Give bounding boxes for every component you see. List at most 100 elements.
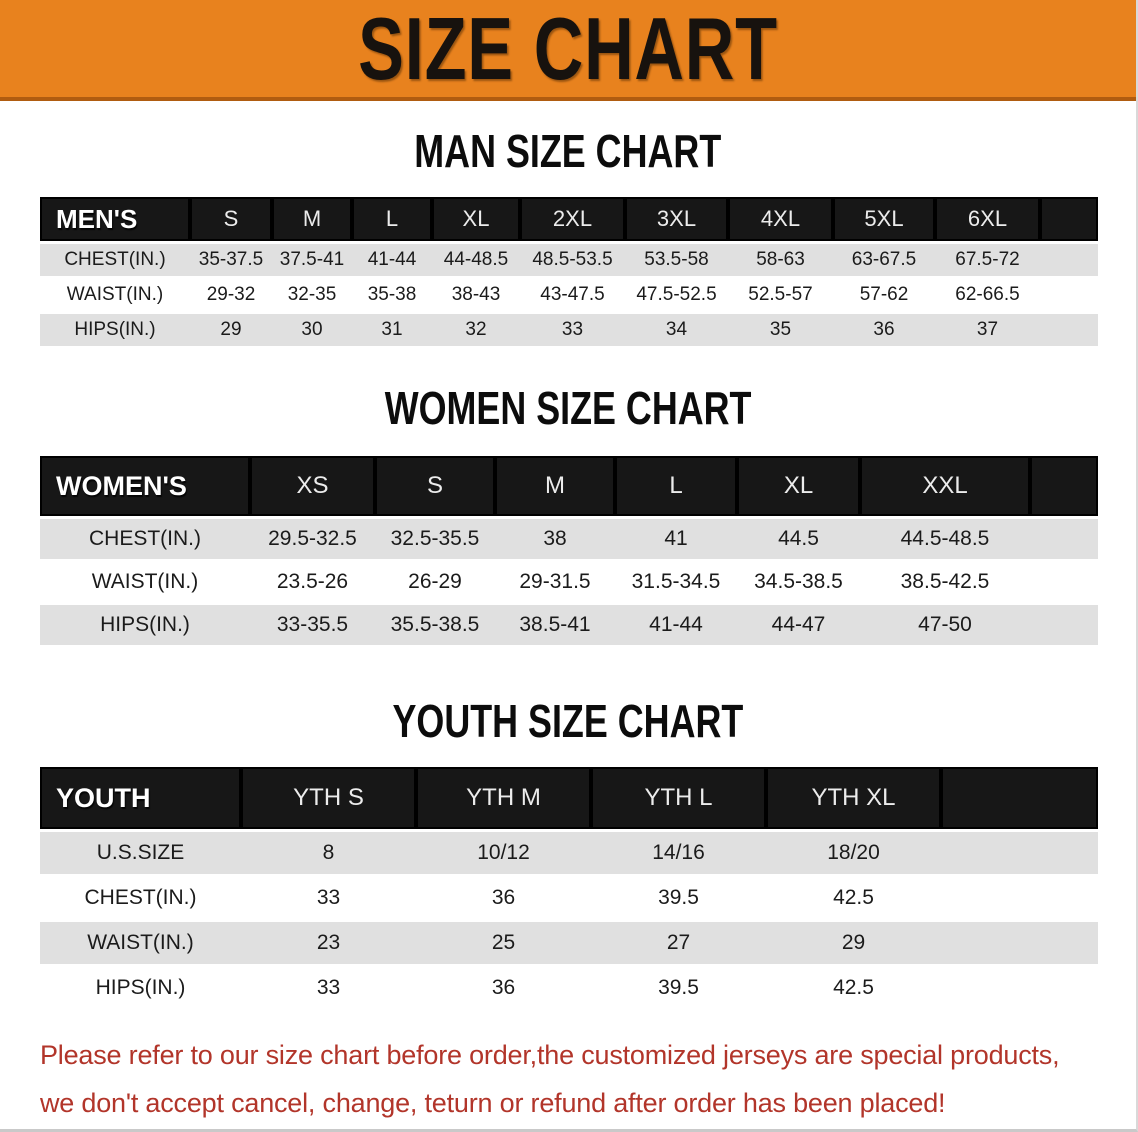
row-label: HIPS(IN.) bbox=[40, 964, 241, 1009]
size-cell: 58-63 bbox=[728, 241, 833, 278]
table-row: U.S.SIZE 8 10/12 14/16 18/20 bbox=[40, 829, 1098, 876]
size-cell: 18/20 bbox=[766, 829, 941, 876]
size-cell: 29.5-32.5 bbox=[250, 516, 375, 561]
row-spacer bbox=[941, 964, 1098, 1009]
size-cell: 53.5-58 bbox=[625, 241, 728, 278]
column-header: S bbox=[190, 197, 272, 243]
size-cell: 29 bbox=[766, 919, 941, 966]
disclaimer-line-2: we don't accept cancel, change, teturn o… bbox=[40, 1088, 946, 1118]
row-spacer bbox=[941, 874, 1098, 921]
column-header: L bbox=[615, 456, 737, 518]
table-row: HIPS(IN.) 29 30 31 32 33 34 35 36 37 bbox=[40, 311, 1098, 346]
size-cell: 42.5 bbox=[766, 964, 941, 1009]
men-size-table: MEN'S S M L XL 2XL 3XL 4XL 5XL 6XL CHEST(IN.) 35-37… bbox=[40, 197, 1098, 346]
size-cell: 25 bbox=[416, 919, 591, 966]
women-size-table: WOMEN'S XS S M L XL XXL CHEST(IN.) 29.5-32.5 32.5… bbox=[40, 456, 1098, 645]
header-spacer bbox=[1030, 456, 1098, 518]
size-cell: 36 bbox=[833, 311, 935, 346]
size-cell: 41-44 bbox=[615, 602, 737, 645]
size-cell: 48.5-53.5 bbox=[520, 241, 625, 278]
size-cell: 32-35 bbox=[272, 276, 352, 313]
men-section-heading: MAN SIZE CHART bbox=[0, 125, 1136, 177]
men-section-heading-text: MAN SIZE CHART bbox=[414, 125, 722, 177]
table-row: CHEST(IN.) 35-37.5 37.5-41 41-44 44-48.5 48.5… bbox=[40, 241, 1098, 278]
size-cell: 38 bbox=[495, 516, 615, 561]
column-header: S bbox=[375, 456, 495, 518]
size-cell: 27 bbox=[591, 919, 766, 966]
column-header: 6XL bbox=[935, 197, 1040, 243]
row-label: WAIST(IN.) bbox=[40, 919, 241, 966]
header-spacer bbox=[941, 767, 1098, 831]
table-row: CHEST(IN.) 33 36 39.5 42.5 bbox=[40, 874, 1098, 921]
size-cell: 23 bbox=[241, 919, 416, 966]
column-header: 3XL bbox=[625, 197, 728, 243]
size-cell: 35.5-38.5 bbox=[375, 602, 495, 645]
youth-section-heading: YOUTH SIZE CHART bbox=[0, 695, 1136, 747]
size-cell: 35-37.5 bbox=[190, 241, 272, 278]
size-cell: 10/12 bbox=[416, 829, 591, 876]
table-row: WAIST(IN.) 29-32 32-35 35-38 38-43 43-47.5 47.… bbox=[40, 276, 1098, 313]
size-cell: 62-66.5 bbox=[935, 276, 1040, 313]
women-section-heading: WOMEN SIZE CHART bbox=[0, 382, 1136, 434]
size-cell: 39.5 bbox=[591, 964, 766, 1009]
table-row: HIPS(IN.) 33-35.5 35.5-38.5 38.5-41 41-44 44-… bbox=[40, 602, 1098, 645]
row-spacer bbox=[1040, 241, 1098, 278]
size-cell: 36 bbox=[416, 874, 591, 921]
size-cell: 43-47.5 bbox=[520, 276, 625, 313]
row-label: HIPS(IN.) bbox=[40, 311, 190, 346]
row-label: CHEST(IN.) bbox=[40, 241, 190, 278]
column-header: 4XL bbox=[728, 197, 833, 243]
header-spacer bbox=[1040, 197, 1098, 243]
disclaimer: Please refer to our size chart before or… bbox=[40, 1031, 1136, 1127]
column-header: 5XL bbox=[833, 197, 935, 243]
table-row: CHEST(IN.) 29.5-32.5 32.5-35.5 38 41 44.5 44.5… bbox=[40, 516, 1098, 561]
table-row: WAIST(IN.) 23.5-26 26-29 29-31.5 31.5-34.5 34… bbox=[40, 559, 1098, 604]
size-cell: 38.5-42.5 bbox=[860, 559, 1030, 604]
column-header: M bbox=[495, 456, 615, 518]
size-cell: 31 bbox=[352, 311, 432, 346]
size-cell: 39.5 bbox=[591, 874, 766, 921]
row-spacer bbox=[1040, 311, 1098, 346]
size-cell: 33 bbox=[241, 874, 416, 921]
column-header: YTH XL bbox=[766, 767, 941, 831]
size-cell: 37.5-41 bbox=[272, 241, 352, 278]
row-spacer bbox=[941, 919, 1098, 966]
column-header: XS bbox=[250, 456, 375, 518]
size-cell: 32.5-35.5 bbox=[375, 516, 495, 561]
size-cell: 44-48.5 bbox=[432, 241, 520, 278]
column-header: YTH L bbox=[591, 767, 766, 831]
table-header-row: MEN'S S M L XL 2XL 3XL 4XL 5XL 6XL bbox=[40, 197, 1098, 243]
size-cell: 30 bbox=[272, 311, 352, 346]
size-cell: 38.5-41 bbox=[495, 602, 615, 645]
size-cell: 47.5-52.5 bbox=[625, 276, 728, 313]
size-cell: 23.5-26 bbox=[250, 559, 375, 604]
column-header: XXL bbox=[860, 456, 1030, 518]
size-cell: 37 bbox=[935, 311, 1040, 346]
size-cell: 52.5-57 bbox=[728, 276, 833, 313]
size-cell: 41-44 bbox=[352, 241, 432, 278]
women-section-heading-text: WOMEN SIZE CHART bbox=[384, 382, 752, 434]
size-cell: 63-67.5 bbox=[833, 241, 935, 278]
size-cell: 29-32 bbox=[190, 276, 272, 313]
table-corner-label: WOMEN'S bbox=[40, 456, 250, 518]
row-label: CHEST(IN.) bbox=[40, 874, 241, 921]
size-cell: 44.5-48.5 bbox=[860, 516, 1030, 561]
row-spacer bbox=[1030, 602, 1098, 645]
size-cell: 42.5 bbox=[766, 874, 941, 921]
row-spacer bbox=[1030, 559, 1098, 604]
size-cell: 33 bbox=[241, 964, 416, 1009]
row-spacer bbox=[941, 829, 1098, 876]
column-header: 2XL bbox=[520, 197, 625, 243]
row-label: CHEST(IN.) bbox=[40, 516, 250, 561]
size-cell: 14/16 bbox=[591, 829, 766, 876]
size-cell: 67.5-72 bbox=[935, 241, 1040, 278]
size-cell: 34.5-38.5 bbox=[737, 559, 860, 604]
size-cell: 35-38 bbox=[352, 276, 432, 313]
row-label: WAIST(IN.) bbox=[40, 276, 190, 313]
column-header: XL bbox=[432, 197, 520, 243]
banner-title: SIZE CHART bbox=[358, 0, 778, 98]
size-cell: 29 bbox=[190, 311, 272, 346]
size-cell: 29-31.5 bbox=[495, 559, 615, 604]
column-header: M bbox=[272, 197, 352, 243]
